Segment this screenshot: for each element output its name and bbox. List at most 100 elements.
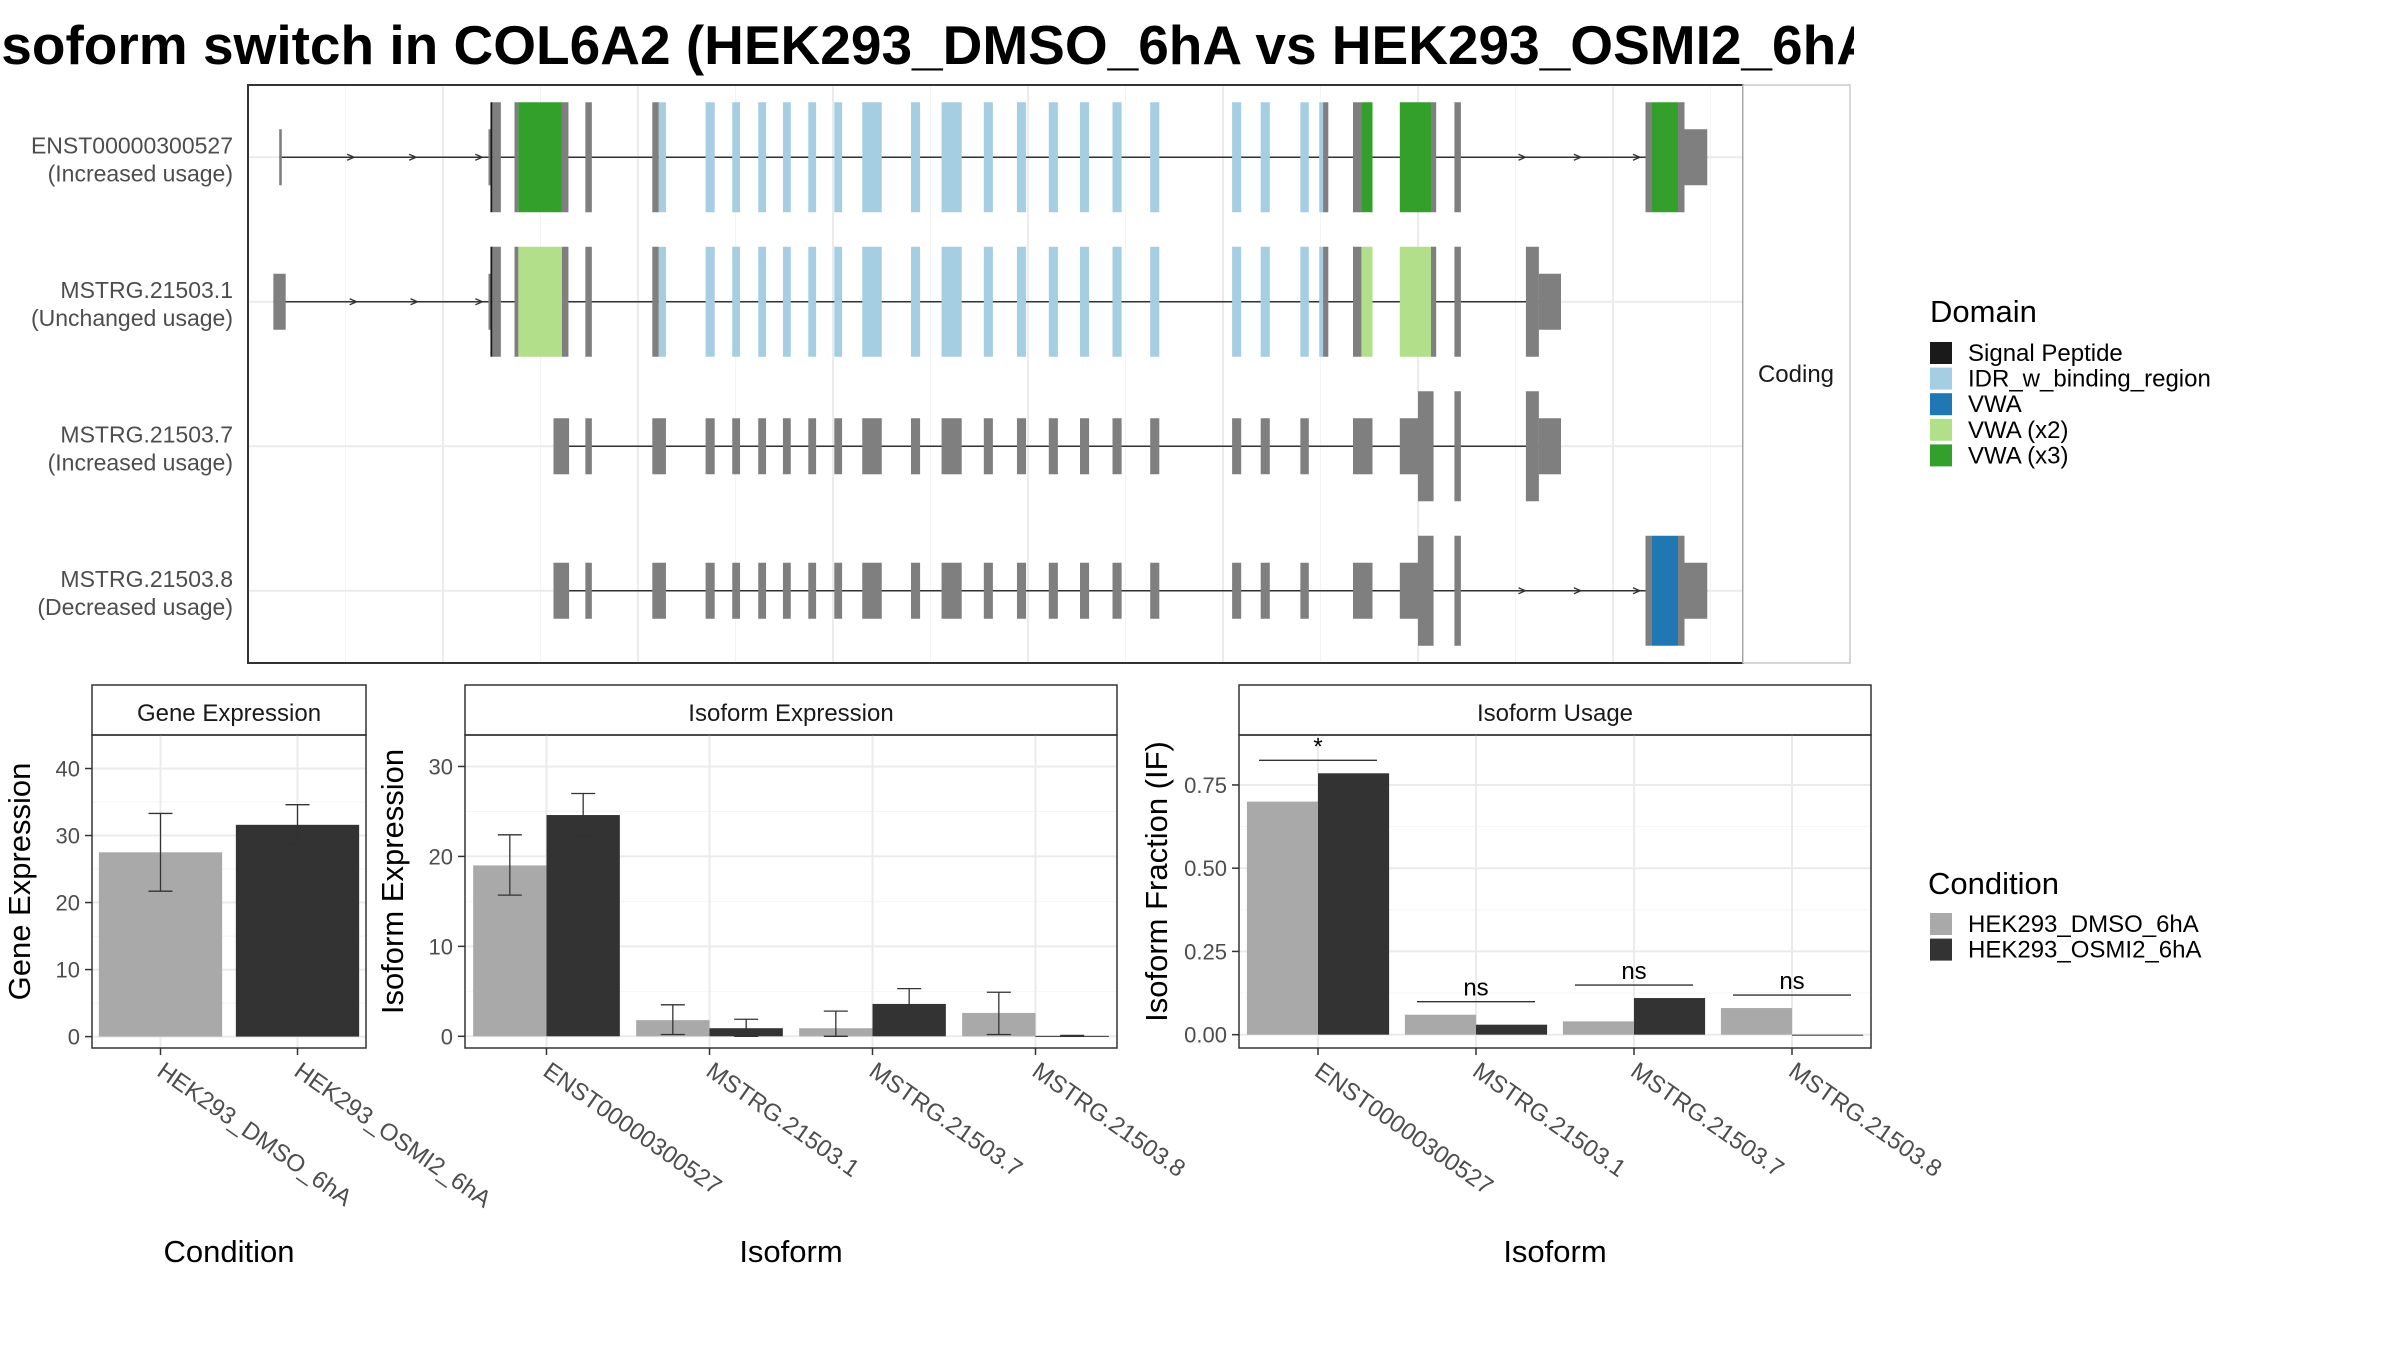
exon bbox=[585, 418, 592, 475]
exon-domain bbox=[782, 102, 791, 213]
strand-arrow bbox=[1632, 153, 1642, 161]
exon-domain bbox=[490, 102, 493, 213]
exon-domain bbox=[1319, 102, 1324, 213]
exon-domain bbox=[782, 246, 791, 357]
exon bbox=[279, 129, 282, 186]
exon-domain bbox=[1361, 102, 1373, 213]
legend-key-idr-w-binding-region bbox=[1930, 367, 1952, 390]
x-tick-label: MSTRG.21503.8 bbox=[1784, 1057, 1947, 1182]
panel-gene-expression: Gene Expression010203040HEK293_DMSO_6hAH… bbox=[2, 684, 496, 1269]
exon bbox=[1353, 246, 1362, 357]
domain-legend-title: Domain bbox=[1930, 294, 2037, 329]
y-tick-label: 10 bbox=[56, 958, 80, 983]
bar bbox=[1720, 1008, 1792, 1035]
panel-border bbox=[91, 734, 367, 1049]
panel-strip bbox=[1238, 684, 1872, 736]
y-tick-label: 20 bbox=[429, 844, 453, 869]
strand-arrow bbox=[346, 153, 356, 161]
exon-domain bbox=[1399, 102, 1431, 213]
exon-domain bbox=[1016, 246, 1027, 357]
exon-domain bbox=[1319, 246, 1324, 357]
exon bbox=[834, 418, 843, 475]
exon bbox=[1300, 562, 1309, 619]
exon-domain bbox=[1016, 102, 1027, 213]
strand-arrow bbox=[1518, 153, 1528, 161]
exon-domain bbox=[518, 102, 562, 213]
exon bbox=[1353, 418, 1373, 475]
exon-domain bbox=[1048, 246, 1058, 357]
exon bbox=[652, 102, 659, 213]
structure-panel-background bbox=[248, 85, 1743, 663]
isoform-label: MSTRG.21503.8 bbox=[60, 566, 233, 592]
isoform-label: MSTRG.21503.7 bbox=[60, 421, 233, 447]
exon-domain bbox=[1652, 535, 1678, 646]
exon bbox=[758, 418, 767, 475]
exon bbox=[941, 418, 962, 475]
exon bbox=[1684, 562, 1708, 619]
significance-label: ns bbox=[1779, 968, 1804, 995]
exon-domain bbox=[1260, 102, 1270, 213]
exon-domain bbox=[758, 102, 767, 213]
bar bbox=[1318, 773, 1390, 1035]
y-axis-title: Gene Expression bbox=[2, 763, 37, 1001]
legend-label: VWA (x3) bbox=[1968, 442, 2068, 469]
condition-legend-title: Condition bbox=[1928, 866, 2059, 901]
exon-domain bbox=[808, 246, 817, 357]
legend-key-vwa-x2- bbox=[1930, 418, 1952, 441]
y-tick-label: 0 bbox=[68, 1025, 80, 1050]
exon bbox=[553, 562, 570, 619]
exon bbox=[514, 102, 519, 213]
x-axis-title: Isoform bbox=[1503, 1234, 1606, 1269]
strand-arrow bbox=[408, 153, 418, 161]
exon bbox=[585, 562, 592, 619]
exon bbox=[862, 562, 882, 619]
y-axis-title: Isoform Expression bbox=[375, 749, 410, 1014]
legend-label: HEK293_OSMI2_6hA bbox=[1968, 937, 2201, 964]
exon-domain bbox=[911, 246, 921, 357]
exon bbox=[1684, 129, 1708, 186]
exon bbox=[758, 562, 767, 619]
exon-domain bbox=[1150, 246, 1160, 357]
exon-domain bbox=[1080, 246, 1090, 357]
legend-key-vwa bbox=[1930, 393, 1952, 416]
exon bbox=[1525, 391, 1539, 502]
exon bbox=[1353, 102, 1362, 213]
exon bbox=[1260, 418, 1270, 475]
exon bbox=[1454, 246, 1461, 357]
legend-label: HEK293_DMSO_6hA bbox=[1968, 911, 2199, 938]
facet-strip bbox=[1742, 84, 1851, 664]
bar bbox=[1792, 1034, 1864, 1036]
exon-domain bbox=[732, 102, 741, 213]
isoform-label: MSTRG.21503.1 bbox=[60, 277, 233, 303]
exon bbox=[488, 129, 491, 186]
exon-domain bbox=[1080, 102, 1090, 213]
exon bbox=[1323, 246, 1329, 357]
isoform-status: (Unchanged usage) bbox=[31, 305, 233, 331]
exon bbox=[514, 246, 519, 357]
bar bbox=[1476, 1024, 1548, 1035]
exon bbox=[585, 246, 592, 357]
exon bbox=[1112, 562, 1122, 619]
exon-domain bbox=[911, 102, 921, 213]
x-axis-title: Condition bbox=[164, 1234, 295, 1269]
exon-domain bbox=[983, 102, 993, 213]
legend-label: VWA (x2) bbox=[1968, 417, 2068, 444]
exon bbox=[808, 562, 817, 619]
transcript-MSTRG.21503.7 bbox=[553, 391, 1561, 502]
exon bbox=[1080, 562, 1090, 619]
bar bbox=[1404, 1014, 1476, 1035]
exon bbox=[492, 102, 501, 213]
legend-key-condition bbox=[1930, 938, 1952, 961]
y-tick-label: 40 bbox=[56, 757, 80, 782]
exon bbox=[1645, 102, 1652, 213]
strand-arrow bbox=[475, 298, 485, 306]
y-tick-label: 0.00 bbox=[1184, 1023, 1227, 1048]
isoform-status: (Decreased usage) bbox=[37, 594, 233, 620]
exon bbox=[1538, 273, 1561, 330]
exon bbox=[862, 418, 882, 475]
exon bbox=[834, 562, 843, 619]
exon bbox=[273, 273, 286, 330]
exon-domain bbox=[1260, 246, 1270, 357]
